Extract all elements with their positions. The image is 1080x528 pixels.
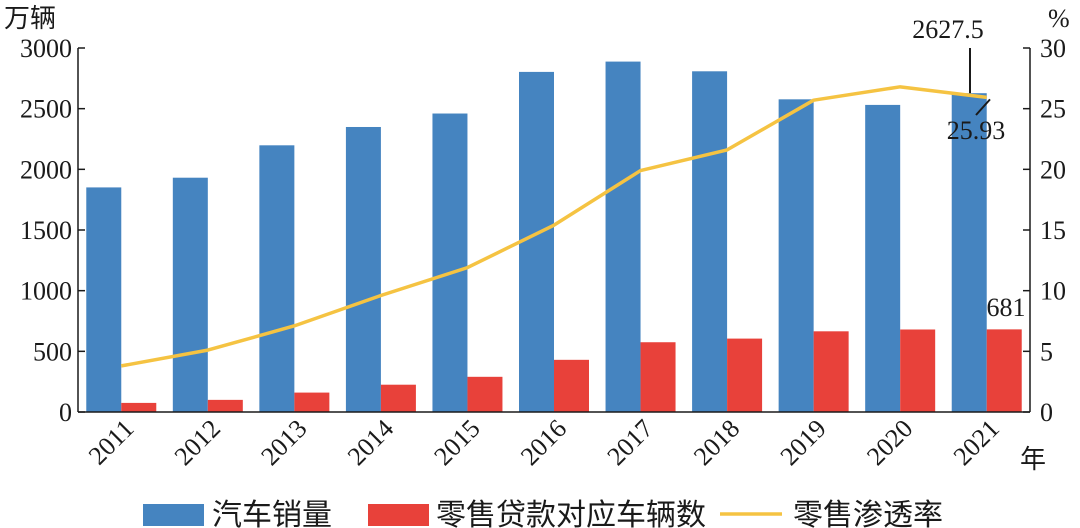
bar-loan-vehicles-2013 — [294, 392, 330, 412]
x-tick-label-2018: 2018 — [688, 414, 745, 471]
bar-sales-2019 — [778, 99, 814, 412]
bar-sales-2016 — [519, 71, 554, 413]
left-tick-label: 1000 — [20, 277, 72, 306]
x-tick-label-2016: 2016 — [515, 414, 572, 471]
bar-loan-vehicles-2014 — [380, 384, 416, 412]
x-tick-label-2017: 2017 — [602, 414, 659, 471]
x-tick-label-2015: 2015 — [428, 414, 485, 471]
bar-loan-vehicles-2016 — [554, 359, 589, 412]
legend-label-1: 零售贷款对应车辆数 — [436, 498, 706, 528]
bar-loan-vehicles-2012 — [207, 399, 243, 412]
x-axis-unit: 年 — [1020, 445, 1046, 474]
bar-loan-vehicles-2015 — [467, 376, 503, 412]
annotation-rate-2021: 25.93 — [947, 116, 1006, 145]
right-tick-label: 10 — [1040, 277, 1066, 306]
left-axis-ticks: 0 500 1000 1500 2000 2500 3000 — [20, 34, 85, 427]
x-tick-label-2019: 2019 — [775, 414, 832, 471]
left-tick-label: 1500 — [20, 216, 72, 245]
bar-loan-vehicles-2019 — [813, 331, 849, 412]
annotations: 2627.5 25.93 681 — [912, 15, 1025, 322]
left-tick-label: 2500 — [20, 95, 72, 124]
x-tick-label-2020: 2020 — [861, 414, 918, 471]
right-tick-label: 25 — [1040, 95, 1066, 124]
bar-loan-vehicles-2018 — [727, 338, 763, 412]
bar-sales-2015 — [432, 113, 468, 413]
legend-swatch-0 — [143, 504, 204, 526]
penetration-line — [120, 85, 987, 368]
right-tick-label: 20 — [1040, 155, 1066, 184]
bar-series — [86, 61, 1022, 413]
line-series — [120, 85, 987, 368]
bar-loan-vehicles-2011 — [121, 402, 157, 412]
bar-sales-2021 — [951, 93, 987, 413]
bar-sales-2011 — [86, 187, 122, 412]
right-tick-label: 5 — [1040, 337, 1053, 366]
bar-sales-2020 — [865, 104, 901, 412]
legend-swatch-1 — [368, 504, 429, 526]
x-tick-label-2013: 2013 — [255, 414, 312, 471]
left-tick-label: 2000 — [20, 155, 72, 184]
right-axis-ticks: 0 5 10 15 20 25 30 — [1023, 34, 1066, 427]
x-axis-ticks: 2011 2012 2013 2014 2015 2016 2017 2018 2019 2020… — [83, 414, 1005, 471]
left-axis-unit: 万辆 — [4, 4, 56, 33]
legend-label-2: 零售渗透率 — [793, 498, 943, 528]
legend: 汽车销量 零售贷款对应车辆数 零售渗透率 — [143, 498, 943, 528]
legend-label-0: 汽车销量 — [212, 498, 332, 528]
bar-sales-2013 — [259, 145, 295, 412]
bar-sales-2014 — [345, 126, 381, 412]
x-tick-label-2021: 2021 — [948, 414, 1005, 471]
bar-sales-2012 — [172, 177, 208, 412]
right-axis-unit: % — [1048, 4, 1070, 33]
left-tick-label: 500 — [33, 337, 72, 366]
x-tick-label-2014: 2014 — [342, 414, 399, 471]
axes — [77, 48, 1031, 413]
bar-sales-2018 — [692, 71, 728, 413]
right-tick-label: 30 — [1040, 34, 1066, 63]
bar-sales-2017 — [605, 61, 641, 413]
annotation-loan-2021: 681 — [987, 293, 1026, 322]
left-tick-label: 3000 — [20, 34, 72, 63]
right-tick-label: 15 — [1040, 216, 1066, 245]
x-tick-label-2011: 2011 — [83, 414, 140, 471]
annotation-rate-leader — [975, 98, 991, 116]
x-tick-label-2012: 2012 — [169, 414, 226, 471]
annotation-sales-2021: 2627.5 — [912, 15, 984, 44]
bar-loan-vehicles-2021 — [986, 329, 1022, 412]
bar-loan-vehicles-2017 — [640, 342, 676, 412]
left-tick-label: 0 — [59, 398, 72, 427]
right-tick-label: 0 — [1040, 398, 1053, 427]
bar-loan-vehicles-2020 — [900, 329, 936, 412]
